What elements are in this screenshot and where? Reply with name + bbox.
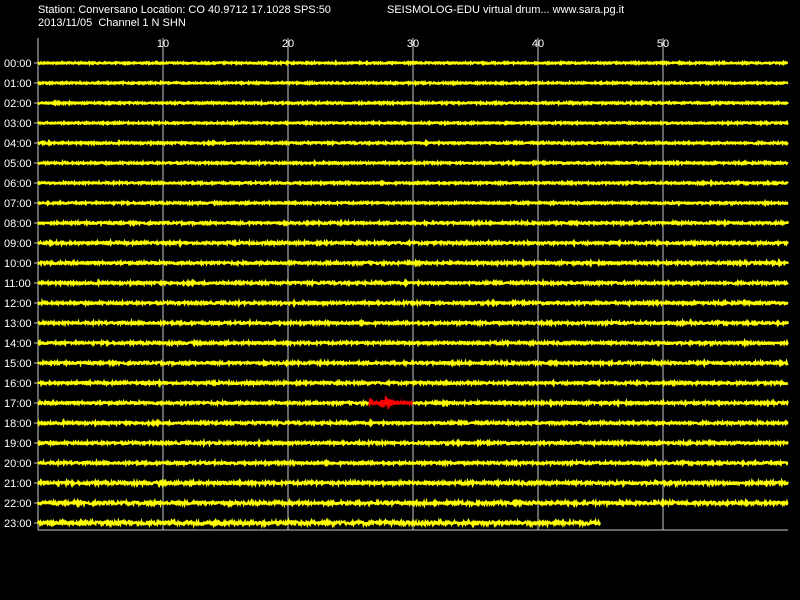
trace-2200 — [36, 497, 789, 509]
hour-label: 19:00 — [4, 438, 32, 450]
hour-label: 16:00 — [4, 378, 32, 390]
trace-0300 — [37, 119, 789, 127]
trace-0800 — [37, 218, 790, 228]
trace-2000 — [37, 457, 789, 468]
x-tick-label: 30 — [407, 38, 419, 50]
hour-label: 23:00 — [4, 518, 32, 530]
hour-label: 06:00 — [4, 178, 32, 190]
trace-0400 — [37, 138, 789, 148]
hour-label: 20:00 — [4, 458, 32, 470]
trace-1500 — [37, 357, 789, 369]
x-tick-label: 10 — [157, 38, 169, 50]
x-tick-label: 50 — [657, 38, 669, 50]
trace-2300 — [36, 517, 601, 529]
trace-1900 — [37, 437, 789, 449]
hour-label: 09:00 — [4, 238, 32, 250]
trace-1700 — [37, 398, 789, 408]
hour-label: 05:00 — [4, 158, 32, 170]
hour-label: 12:00 — [4, 298, 32, 310]
trace-1200 — [37, 297, 789, 309]
trace-0500 — [37, 158, 789, 168]
hour-label: 01:00 — [4, 78, 32, 90]
trace-2100 — [37, 477, 790, 489]
date-channel: 2013/11/05 Channel 1 N SHN — [38, 17, 186, 29]
trace-0700 — [37, 198, 789, 208]
trace-0200 — [37, 99, 789, 107]
hour-label: 13:00 — [4, 318, 32, 330]
station-info: Station: Conversano Location: CO 40.9712… — [38, 4, 331, 16]
trace-0100 — [37, 79, 789, 87]
trace-1000 — [37, 257, 790, 268]
hour-label: 18:00 — [4, 418, 32, 430]
hour-label: 15:00 — [4, 358, 32, 370]
trace-0600 — [37, 178, 789, 188]
hour-label: 14:00 — [4, 338, 32, 350]
trace-0000 — [37, 59, 789, 67]
hour-label: 08:00 — [4, 218, 32, 230]
trace-1400 — [37, 337, 789, 349]
hour-label: 10:00 — [4, 258, 32, 270]
trace-1100 — [37, 277, 789, 289]
hour-label: 00:00 — [4, 58, 32, 70]
x-tick-label: 20 — [282, 38, 294, 50]
hour-label: 22:00 — [4, 498, 32, 510]
hour-label: 11:00 — [4, 278, 31, 290]
x-tick-label: 40 — [532, 38, 544, 50]
hour-label: 04:00 — [4, 138, 32, 150]
hour-label: 21:00 — [4, 478, 32, 490]
hour-label: 07:00 — [4, 198, 32, 210]
trace-1300 — [37, 317, 790, 328]
app-title: SEISMOLOG-EDU virtual drum... www.sara.p… — [387, 4, 625, 16]
hour-label: 02:00 — [4, 98, 32, 110]
hour-label: 03:00 — [4, 118, 32, 130]
hour-label: 17:00 — [4, 398, 32, 410]
event-trace — [368, 395, 414, 410]
trace-1600 — [36, 377, 789, 389]
trace-1800 — [36, 417, 789, 429]
trace-0900 — [37, 237, 789, 249]
